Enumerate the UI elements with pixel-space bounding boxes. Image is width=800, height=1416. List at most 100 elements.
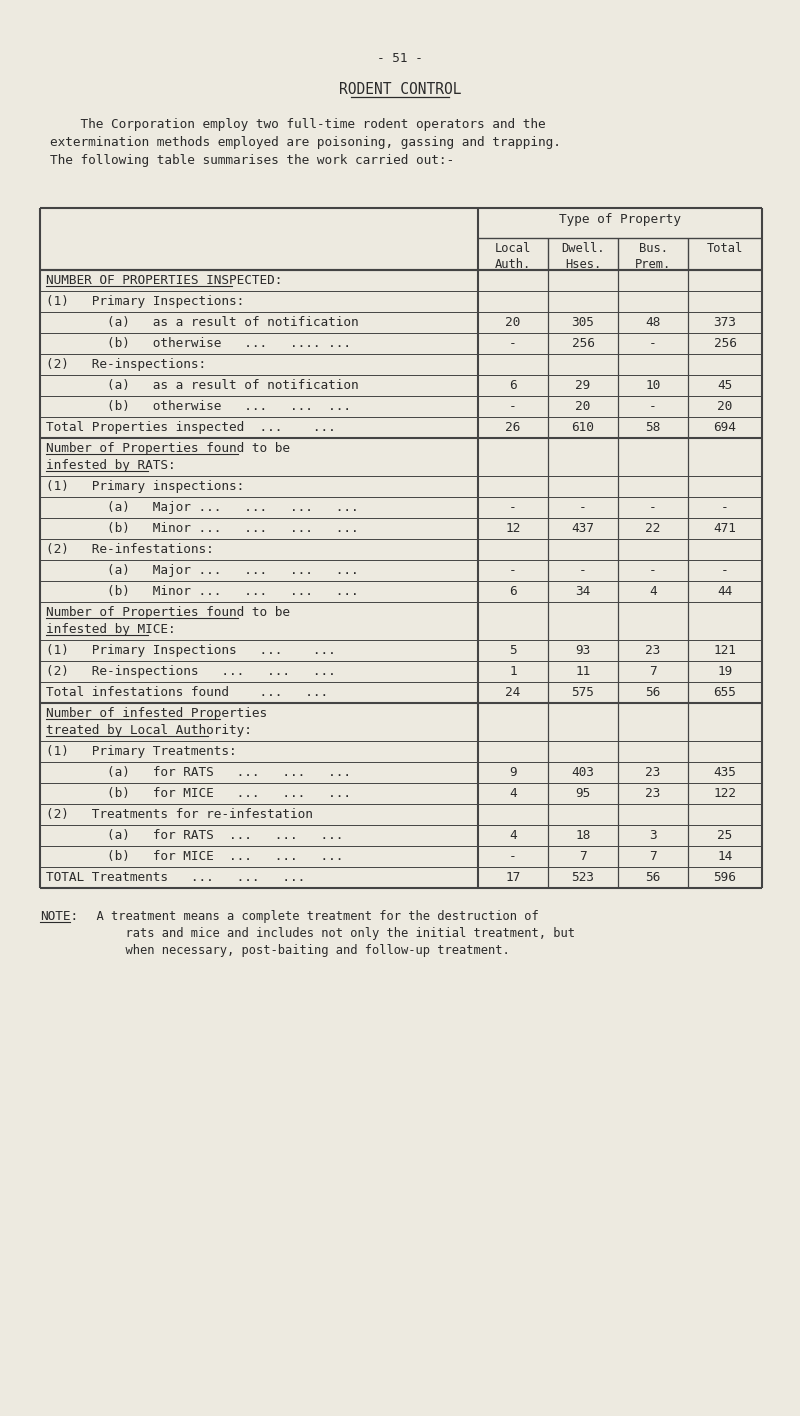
Text: Number of Properties found to be: Number of Properties found to be (46, 442, 290, 455)
Text: 11: 11 (575, 666, 590, 678)
Text: 6: 6 (509, 585, 517, 598)
Text: 4: 4 (509, 787, 517, 800)
Text: 18: 18 (575, 828, 590, 843)
Text: 3: 3 (649, 828, 657, 843)
Text: -: - (649, 501, 657, 514)
Text: 58: 58 (646, 421, 661, 433)
Text: NOTE:: NOTE: (40, 910, 78, 923)
Text: 610: 610 (571, 421, 594, 433)
Text: (b)   otherwise   ...   .... ...: (b) otherwise ... .... ... (46, 337, 351, 350)
Text: -: - (509, 399, 517, 413)
Text: 12: 12 (506, 523, 521, 535)
Text: (b)   otherwise   ...   ...  ...: (b) otherwise ... ... ... (46, 399, 351, 413)
Text: (1)   Primary Treatments:: (1) Primary Treatments: (46, 745, 237, 758)
Text: 5: 5 (509, 644, 517, 657)
Text: 44: 44 (718, 585, 733, 598)
Text: -: - (721, 501, 729, 514)
Text: TOTAL Treatments   ...   ...   ...: TOTAL Treatments ... ... ... (46, 871, 306, 884)
Text: 256: 256 (571, 337, 594, 350)
Text: 26: 26 (506, 421, 521, 433)
Text: extermination methods employed are poisoning, gassing and trapping.: extermination methods employed are poiso… (50, 136, 561, 149)
Text: 471: 471 (714, 523, 737, 535)
Text: 10: 10 (646, 379, 661, 392)
Text: -: - (721, 564, 729, 576)
Text: -: - (509, 850, 517, 862)
Text: (a)   Major ...   ...   ...   ...: (a) Major ... ... ... ... (46, 501, 358, 514)
Text: 305: 305 (571, 316, 594, 329)
Text: NUMBER OF PROPERTIES INSPECTED:: NUMBER OF PROPERTIES INSPECTED: (46, 275, 282, 287)
Text: 1: 1 (509, 666, 517, 678)
Text: 523: 523 (571, 871, 594, 884)
Text: The Corporation employ two full-time rodent operators and the: The Corporation employ two full-time rod… (50, 118, 546, 132)
Text: - 51 -: - 51 - (377, 52, 423, 65)
Text: Number of infested Properties: Number of infested Properties (46, 707, 267, 719)
Text: 20: 20 (506, 316, 521, 329)
Text: RODENT CONTROL: RODENT CONTROL (338, 82, 462, 98)
Text: 23: 23 (646, 644, 661, 657)
Text: (a)   for RATS   ...   ...   ...: (a) for RATS ... ... ... (46, 766, 351, 779)
Text: (b)   for MICE   ...   ...   ...: (b) for MICE ... ... ... (46, 787, 351, 800)
Text: 655: 655 (714, 685, 737, 700)
Text: 45: 45 (718, 379, 733, 392)
Text: 23: 23 (646, 787, 661, 800)
Text: Total: Total (707, 242, 743, 255)
Text: when necessary, post-baiting and follow-up treatment.: when necessary, post-baiting and follow-… (82, 944, 510, 957)
Text: 48: 48 (646, 316, 661, 329)
Text: -: - (649, 399, 657, 413)
Text: 373: 373 (714, 316, 737, 329)
Text: 14: 14 (718, 850, 733, 862)
Text: 122: 122 (714, 787, 737, 800)
Text: (2)   Re-inspections:: (2) Re-inspections: (46, 358, 206, 371)
Text: 256: 256 (714, 337, 737, 350)
Text: 403: 403 (571, 766, 594, 779)
Text: 6: 6 (509, 379, 517, 392)
Text: 34: 34 (575, 585, 590, 598)
Text: -: - (509, 501, 517, 514)
Text: (2)   Re-infestations:: (2) Re-infestations: (46, 542, 214, 556)
Text: -: - (649, 564, 657, 576)
Text: infested by RATS:: infested by RATS: (46, 459, 176, 472)
Text: (2)   Treatments for re-infestation: (2) Treatments for re-infestation (46, 809, 313, 821)
Text: -: - (509, 564, 517, 576)
Text: -: - (579, 564, 587, 576)
Text: The following table summarises the work carried out:-: The following table summarises the work … (50, 154, 454, 167)
Text: 437: 437 (571, 523, 594, 535)
Text: (a)   for RATS  ...   ...   ...: (a) for RATS ... ... ... (46, 828, 343, 843)
Text: Total Properties inspected  ...    ...: Total Properties inspected ... ... (46, 421, 336, 433)
Text: 25: 25 (718, 828, 733, 843)
Text: 575: 575 (571, 685, 594, 700)
Text: (1)   Primary inspections:: (1) Primary inspections: (46, 480, 244, 493)
Text: 29: 29 (575, 379, 590, 392)
Text: 93: 93 (575, 644, 590, 657)
Text: Local
Auth.: Local Auth. (495, 242, 531, 270)
Text: Bus.
Prem.: Bus. Prem. (635, 242, 671, 270)
Text: 56: 56 (646, 871, 661, 884)
Text: Type of Property: Type of Property (559, 212, 681, 227)
Text: (b)   Minor ...   ...   ...   ...: (b) Minor ... ... ... ... (46, 523, 358, 535)
Text: 9: 9 (509, 766, 517, 779)
Text: 20: 20 (575, 399, 590, 413)
Text: -: - (579, 501, 587, 514)
Text: 7: 7 (579, 850, 587, 862)
Text: 4: 4 (509, 828, 517, 843)
Text: (1)   Primary Inspections   ...    ...: (1) Primary Inspections ... ... (46, 644, 336, 657)
Text: (b)   for MICE  ...   ...   ...: (b) for MICE ... ... ... (46, 850, 343, 862)
Text: (b)   Minor ...   ...   ...   ...: (b) Minor ... ... ... ... (46, 585, 358, 598)
Text: -: - (509, 337, 517, 350)
Text: (1)   Primary Inspections:: (1) Primary Inspections: (46, 295, 244, 309)
Text: 24: 24 (506, 685, 521, 700)
Text: Dwell.
Hses.: Dwell. Hses. (562, 242, 605, 270)
Text: 23: 23 (646, 766, 661, 779)
Text: Total infestations found    ...   ...: Total infestations found ... ... (46, 685, 328, 700)
Text: (2)   Re-inspections   ...   ...   ...: (2) Re-inspections ... ... ... (46, 666, 336, 678)
Text: 435: 435 (714, 766, 737, 779)
Text: 4: 4 (649, 585, 657, 598)
Text: 95: 95 (575, 787, 590, 800)
Text: A treatment means a complete treatment for the destruction of: A treatment means a complete treatment f… (82, 910, 538, 923)
Text: 20: 20 (718, 399, 733, 413)
Text: 19: 19 (718, 666, 733, 678)
Text: infested by MICE:: infested by MICE: (46, 623, 176, 636)
Text: 7: 7 (649, 850, 657, 862)
Text: 596: 596 (714, 871, 737, 884)
Text: (a)   as a result of notification: (a) as a result of notification (46, 379, 358, 392)
